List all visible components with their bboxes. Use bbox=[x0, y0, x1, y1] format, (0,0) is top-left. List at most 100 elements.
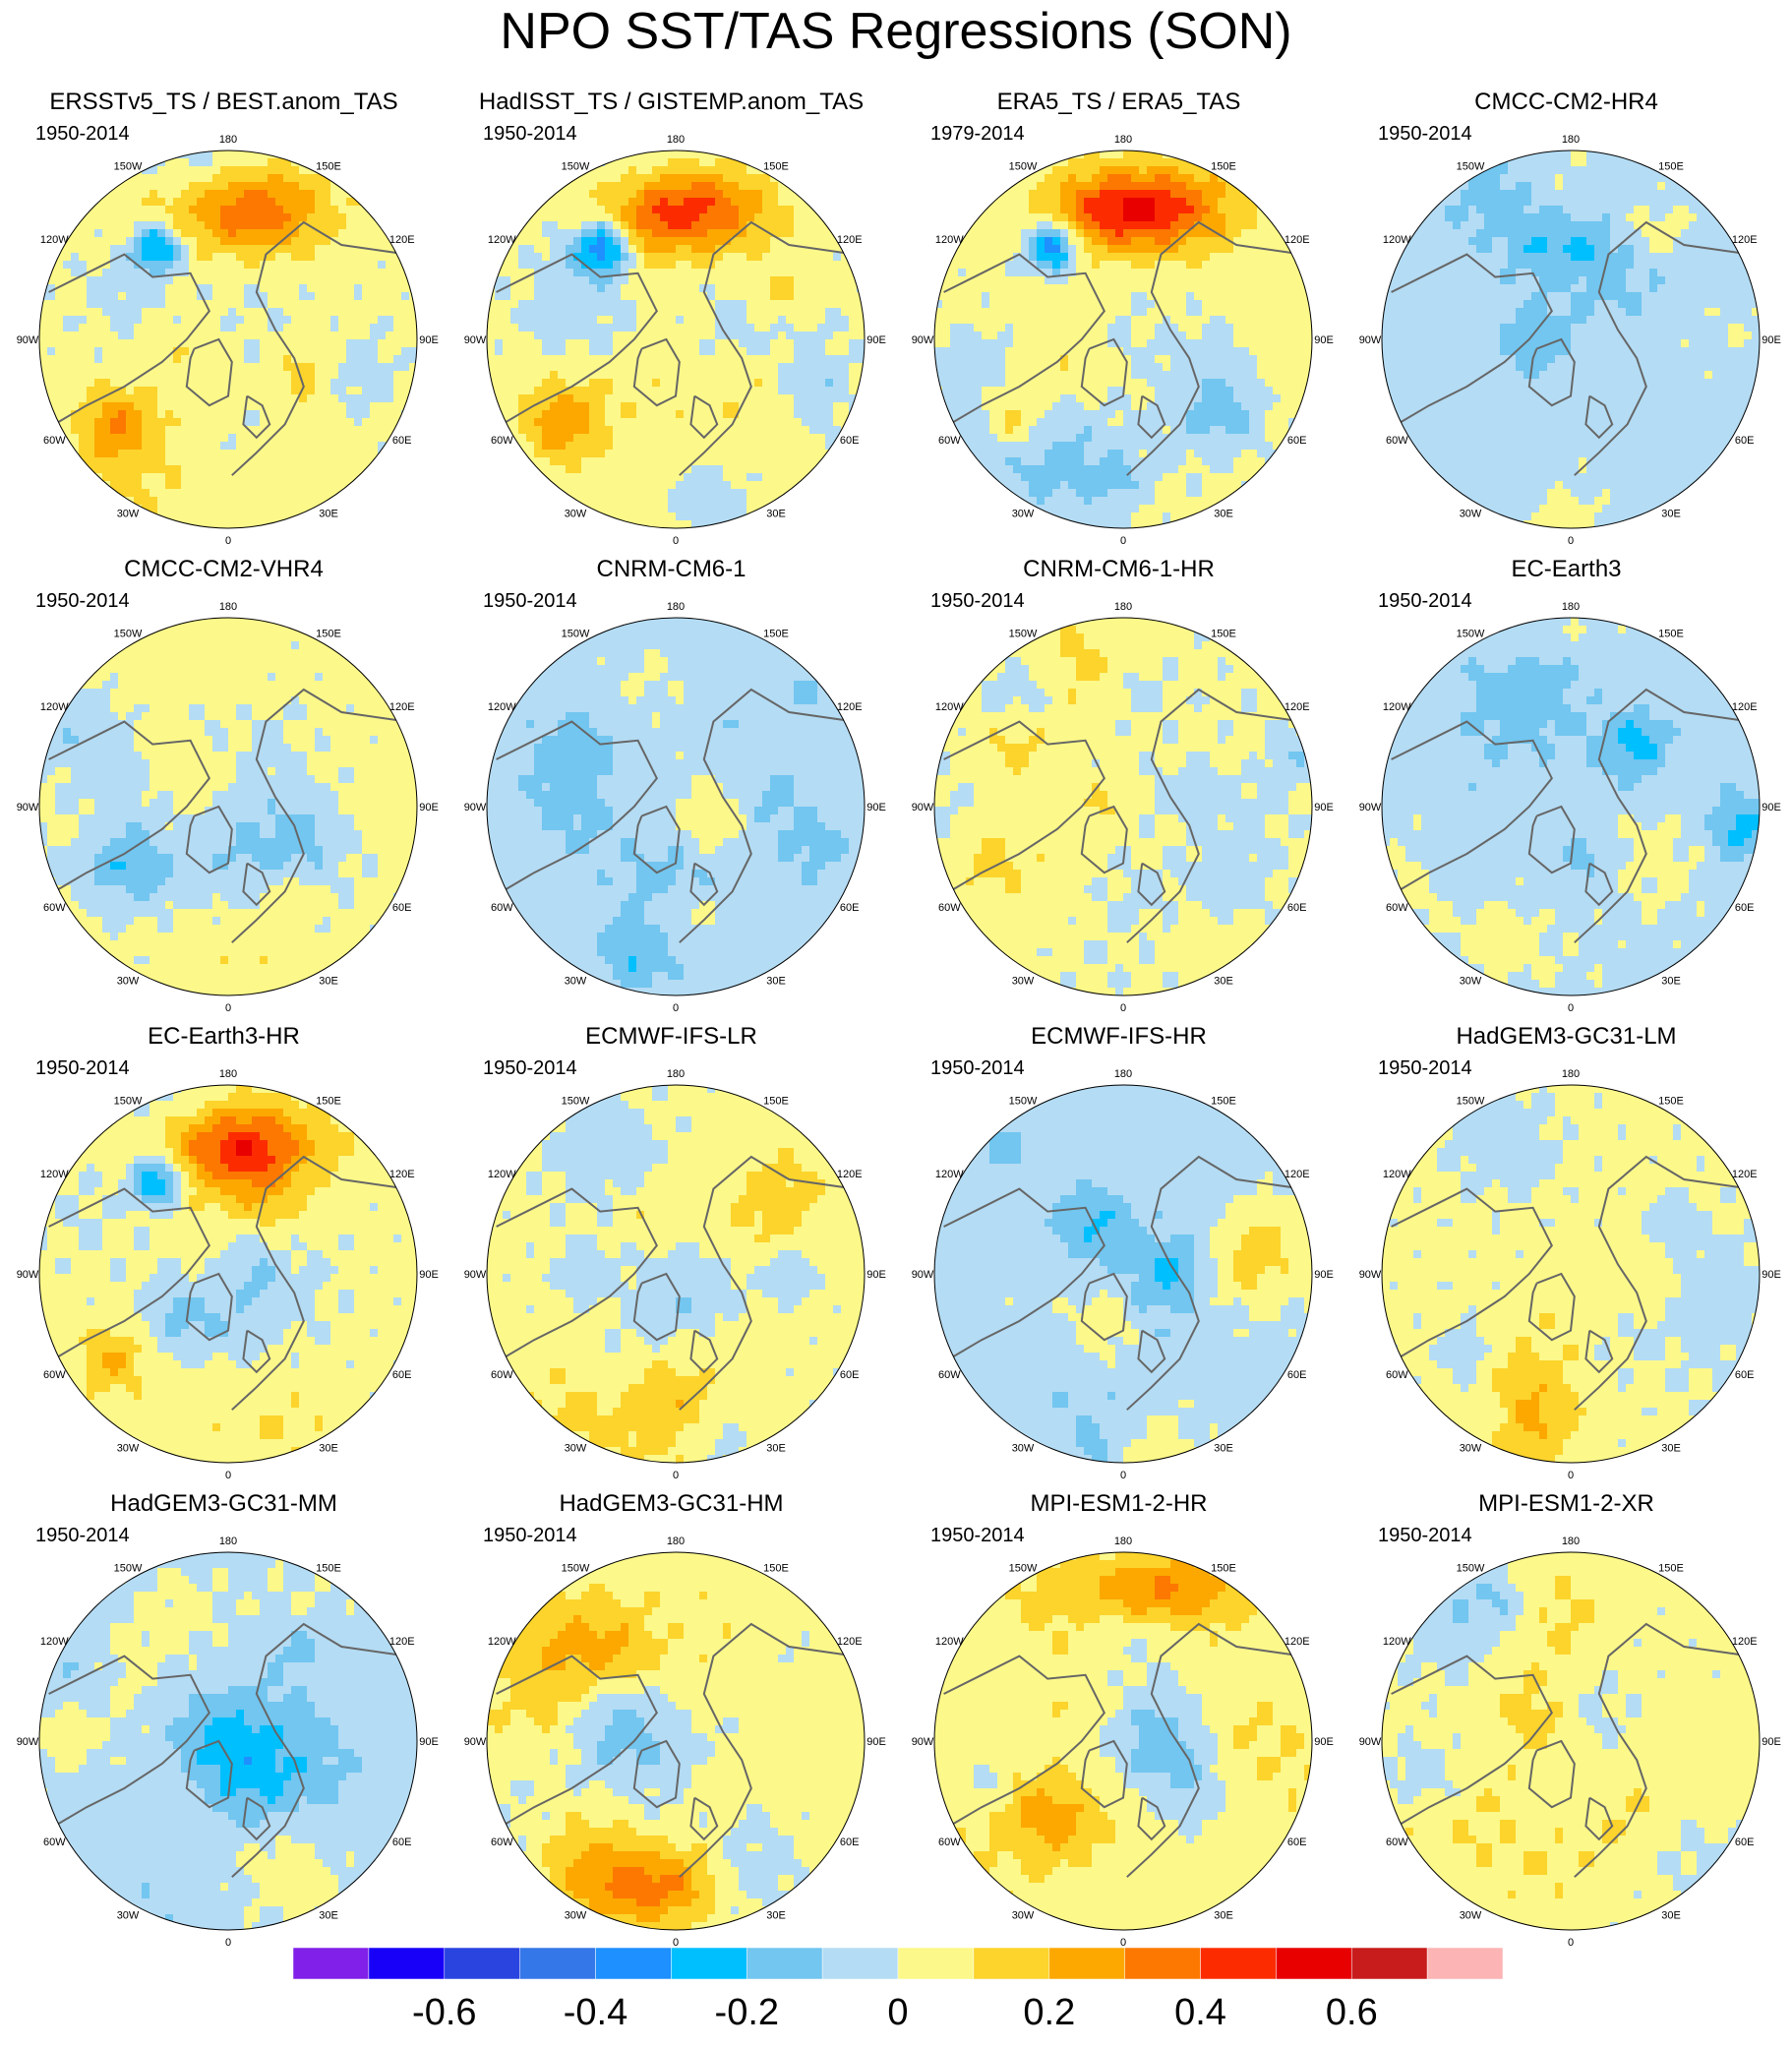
coastline bbox=[1574, 1622, 1751, 1878]
map-border bbox=[933, 1084, 1313, 1464]
panel-years: 1950-2014 bbox=[930, 589, 1025, 613]
longitude-label: 150E bbox=[1211, 1562, 1236, 1574]
coastline bbox=[1391, 720, 1553, 893]
coastline bbox=[632, 1272, 681, 1342]
coastline bbox=[1126, 220, 1303, 476]
colorbar-tick-label: -0.4 bbox=[564, 1991, 627, 2034]
coastline bbox=[1527, 805, 1576, 874]
longitude-label: 90W bbox=[464, 1269, 487, 1281]
longitude-label: 60E bbox=[840, 1369, 860, 1381]
longitude-label: 60E bbox=[1287, 902, 1307, 914]
coastline bbox=[1527, 1272, 1576, 1342]
longitude-label: 120E bbox=[389, 1636, 415, 1648]
coastline bbox=[679, 688, 856, 943]
longitude-label: 30W bbox=[565, 976, 587, 988]
panel-years: 1950-2014 bbox=[930, 1524, 1025, 1547]
longitude-label: 120W bbox=[488, 1169, 516, 1180]
colorbar-tick-label: 0.4 bbox=[1174, 1991, 1226, 2034]
panel-title: MPI-ESM1-2-XR bbox=[1343, 1490, 1790, 1518]
longitude-label: 150E bbox=[1211, 1095, 1236, 1107]
coastline bbox=[231, 1622, 408, 1878]
longitude-label: 60W bbox=[43, 1369, 66, 1381]
map-panel: 180 150E 120E 90E 60E 30E 0 30W 60W 90W 120W 150W Ha… bbox=[1343, 1023, 1790, 1485]
map-panel: 180 150E 120E 90E 60E 30E 0 30W 60W 90W 120W 150W Ha… bbox=[0, 1490, 448, 1953]
longitude-label: 30E bbox=[766, 976, 786, 988]
regression-field bbox=[39, 1552, 417, 1930]
coastline bbox=[48, 1187, 210, 1360]
panel-grid: 180 150E 120E 90E 60E 30E 0 30W 60W 90W 120W 150W ER… bbox=[0, 89, 1790, 1949]
longitude-label: 30W bbox=[1460, 1443, 1482, 1455]
coastline bbox=[242, 394, 271, 440]
longitude-label: 30W bbox=[1012, 1910, 1035, 1922]
polar-map: 180 150E 120E 90E 60E 30E 0 30W 60W 90W 120W 150W bbox=[1359, 1536, 1781, 1949]
longitude-label: 90E bbox=[866, 1736, 886, 1748]
longitude-label: 30E bbox=[766, 1443, 786, 1455]
coastline bbox=[632, 337, 681, 407]
longitude-label: 60W bbox=[938, 902, 961, 914]
longitude-label: 150E bbox=[1658, 160, 1684, 172]
map-panel: 180 150E 120E 90E 60E 30E 0 30W 60W 90W 120W 150W Ha… bbox=[448, 89, 895, 551]
longitude-label: 90E bbox=[1762, 802, 1781, 813]
longitude-label: 150E bbox=[763, 160, 789, 172]
longitude-label: 150E bbox=[1658, 1095, 1684, 1107]
longitude-label: 150W bbox=[1009, 628, 1038, 639]
coastline bbox=[185, 805, 233, 874]
coastline bbox=[689, 394, 719, 440]
longitude-label: 180 bbox=[667, 1068, 685, 1080]
regression-field bbox=[487, 1085, 865, 1463]
coastline bbox=[689, 1329, 719, 1374]
longitude-label: 150E bbox=[763, 1562, 789, 1574]
longitude-label: 0 bbox=[1120, 1937, 1126, 1949]
panel-years: 1950-2014 bbox=[35, 1524, 130, 1547]
coastline bbox=[943, 1655, 1105, 1828]
longitude-label: 90E bbox=[1314, 802, 1334, 813]
longitude-label: 60W bbox=[43, 1837, 66, 1848]
longitude-label: 0 bbox=[225, 535, 231, 547]
coastline bbox=[1137, 1329, 1166, 1374]
colorbar-tick-label: 0 bbox=[887, 1991, 908, 2034]
longitude-label: 30E bbox=[1214, 509, 1233, 520]
longitude-label: 90W bbox=[912, 1269, 934, 1281]
longitude-label: 90W bbox=[17, 1269, 39, 1281]
longitude-label: 30W bbox=[565, 1443, 587, 1455]
longitude-label: 150E bbox=[316, 1562, 341, 1574]
longitude-label: 0 bbox=[673, 1937, 679, 1949]
longitude-label: 120E bbox=[1732, 1169, 1758, 1180]
longitude-label: 60E bbox=[1735, 1369, 1755, 1381]
regression-field bbox=[934, 151, 1312, 528]
panel-years: 1950-2014 bbox=[1378, 589, 1472, 613]
polar-map: 180 150E 120E 90E 60E 30E 0 30W 60W 90W 120W 150W bbox=[464, 1536, 886, 1949]
longitude-label: 90W bbox=[17, 334, 39, 346]
longitude-label: 120W bbox=[40, 701, 69, 713]
map-panel: 180 150E 120E 90E 60E 30E 0 30W 60W 90W 120W 150W CM… bbox=[0, 556, 448, 1018]
longitude-label: 150E bbox=[1658, 1562, 1684, 1574]
longitude-label: 150W bbox=[114, 1095, 143, 1107]
longitude-label: 30E bbox=[1214, 976, 1233, 988]
map-border bbox=[1381, 617, 1761, 996]
figure-title: NPO SST/TAS Regressions (SON) bbox=[0, 2, 1792, 61]
longitude-label: 30W bbox=[117, 976, 140, 988]
panel-years: 1950-2014 bbox=[1378, 1524, 1472, 1547]
map-border bbox=[38, 1551, 418, 1931]
longitude-label: 180 bbox=[1114, 1536, 1132, 1547]
longitude-label: 120W bbox=[1383, 701, 1411, 713]
longitude-label: 120W bbox=[40, 234, 69, 246]
polar-map: 180 150E 120E 90E 60E 30E 0 30W 60W 90W 120W 150W bbox=[912, 1536, 1334, 1949]
longitude-label: 120E bbox=[1284, 1636, 1310, 1648]
longitude-label: 30W bbox=[1460, 976, 1482, 988]
coastline bbox=[1527, 1739, 1576, 1809]
panel-years: 1950-2014 bbox=[1378, 122, 1472, 146]
coastline bbox=[48, 253, 210, 426]
coastline bbox=[689, 862, 719, 907]
longitude-label: 180 bbox=[219, 1068, 237, 1080]
longitude-label: 90W bbox=[17, 802, 39, 813]
longitude-label: 60E bbox=[392, 435, 412, 447]
longitude-label: 60W bbox=[491, 435, 513, 447]
longitude-label: 150W bbox=[114, 160, 143, 172]
longitude-label: 180 bbox=[1114, 601, 1132, 613]
coastline bbox=[48, 1655, 210, 1828]
polar-map: 180 150E 120E 90E 60E 30E 0 30W 60W 90W 120W 150W bbox=[1359, 601, 1781, 1014]
longitude-label: 60E bbox=[392, 902, 412, 914]
longitude-label: 120E bbox=[1732, 234, 1758, 246]
longitude-label: 30E bbox=[1661, 976, 1681, 988]
